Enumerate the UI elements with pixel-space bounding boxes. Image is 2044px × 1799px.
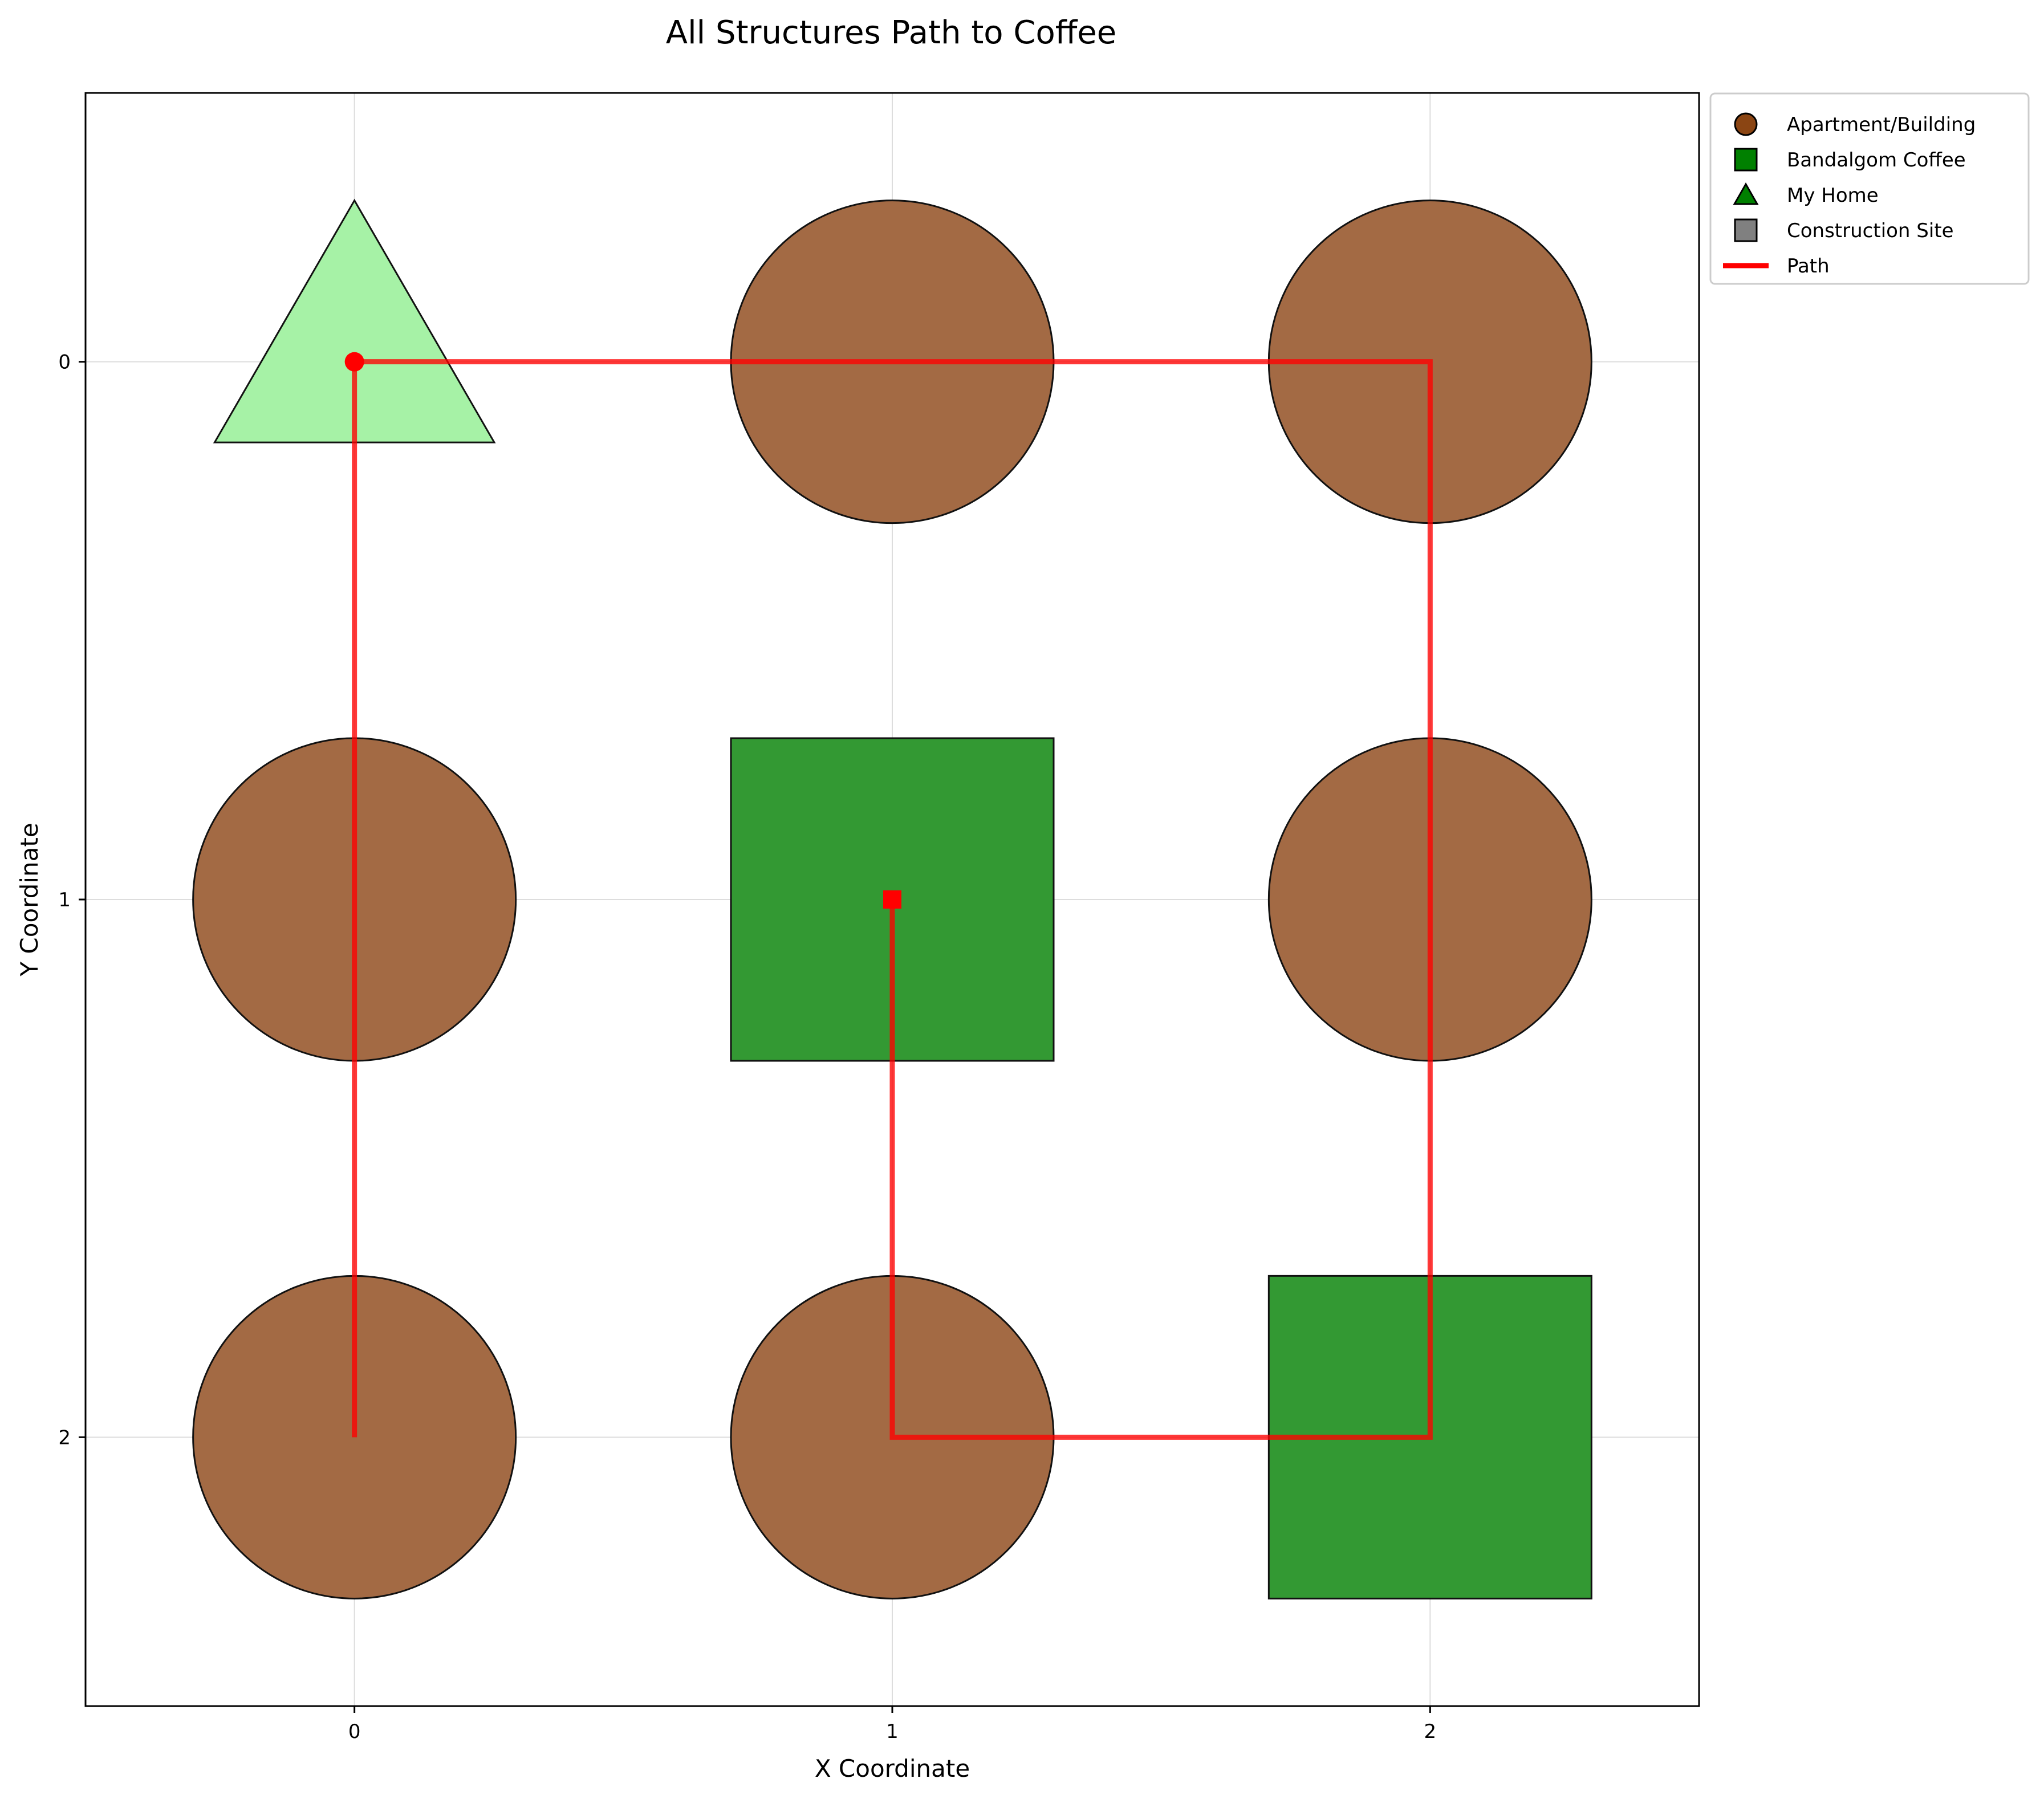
legend-label: Apartment/Building [1787,113,1976,136]
legend-item: Bandalgom Coffee [1734,148,1966,172]
legend-frame [1709,92,2030,285]
x-tick-label: 1 [886,1720,899,1743]
y-tick-label: 1 [58,889,71,911]
path-layer [344,352,1433,1440]
legend-item: Path [1723,255,1830,278]
x-tick-label: 2 [1424,1720,1437,1743]
legend-triangle-icon [1733,182,1759,205]
legend-label: Construction Site [1787,219,1954,242]
axis-ticks: 0 1 2 0 1 2 [58,351,1436,1743]
x-axis-label: X Coordinate [815,1755,970,1782]
path-end-marker [883,890,901,909]
y-tick-label: 2 [58,1426,71,1449]
x-tick-label: 0 [348,1720,361,1743]
legend-label: My Home [1787,184,1879,207]
legend-square-icon [1734,218,1758,242]
path-line [352,359,1433,1440]
chart-title: All Structures Path to Coffee [666,14,1116,51]
y-axis-label: Y Coordinate [15,823,43,976]
legend-label: Bandalgom Coffee [1787,149,1966,172]
legend-item: My Home [1733,182,1879,207]
y-tick-label: 0 [58,351,71,374]
legend-circle-icon [1734,112,1758,136]
legend-square-icon [1734,148,1758,172]
path-start-marker [344,352,364,372]
legend-item: Construction Site [1734,218,1954,242]
legend-label: Path [1787,255,1830,278]
legend: Apartment/Building Bandalgom Coffee My Hom… [1709,92,2030,285]
legend-item: Apartment/Building [1734,112,1976,136]
